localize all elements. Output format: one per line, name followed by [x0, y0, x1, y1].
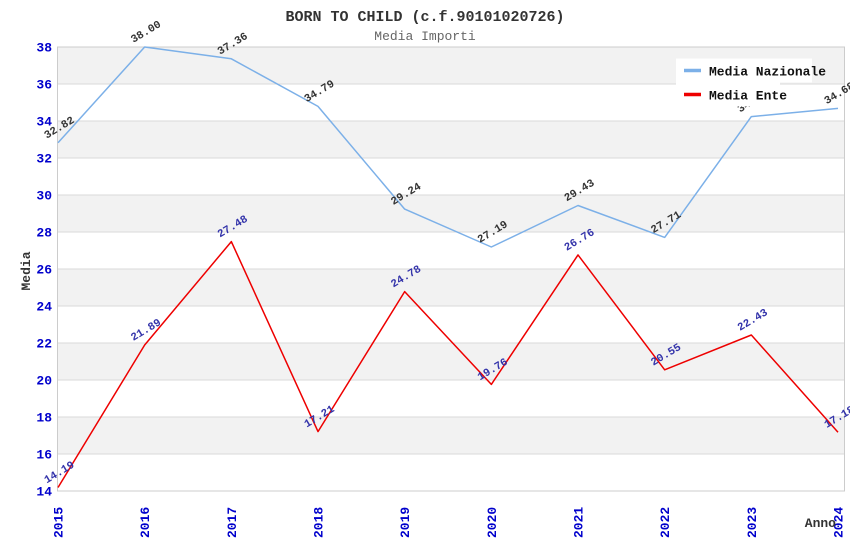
y-tick-label: 22 [36, 337, 52, 352]
background-bands [57, 47, 845, 454]
series-line [57, 240, 839, 488]
legend-label: Media Ente [709, 89, 787, 104]
x-tick-label: 2023 [745, 507, 760, 538]
plot-band [57, 417, 845, 454]
series-line [57, 46, 839, 248]
legend: Media Nazionale Media Ente [676, 58, 826, 107]
plot-band [57, 269, 845, 306]
series-lines [57, 46, 839, 488]
x-tick-label: 2016 [138, 507, 153, 538]
y-tick-label: 18 [36, 411, 52, 426]
y-tick-label: 32 [36, 152, 52, 167]
y-tick-label: 36 [36, 78, 52, 93]
plot-band [57, 121, 845, 158]
chart-title: BORN TO CHILD (c.f.90101020726) [285, 9, 564, 26]
x-tick-label: 2020 [485, 507, 500, 538]
y-tick-label: 34 [36, 115, 52, 130]
x-tick-label: 2017 [225, 507, 240, 538]
y-tick-label: 30 [36, 189, 52, 204]
gridlines [57, 46, 845, 455]
x-axis-ticks: 2015 2016 2017 2018 2019 2020 2021 2022 2023 2024 [52, 507, 847, 538]
x-tick-label: 2024 [832, 507, 847, 538]
plot-band [57, 343, 845, 380]
legend-label: Media Nazionale [709, 65, 826, 80]
data-point-label: 22.43 [736, 307, 771, 334]
data-point-label: 21.89 [129, 317, 163, 344]
x-axis-label: Anno [805, 516, 836, 531]
y-tick-label: 38 [36, 41, 52, 56]
legend-item-media-ente: Media Ente [676, 82, 787, 107]
plot-band [57, 195, 845, 232]
x-tick-label: 2018 [312, 507, 327, 538]
chart-subtitle: Media Importi [374, 29, 476, 44]
x-tick-label: 2021 [572, 507, 587, 538]
x-tick-label: 2015 [52, 507, 67, 538]
y-tick-label: 14 [36, 485, 52, 500]
legend-item-media-nazionale: Media Nazionale [676, 58, 826, 83]
y-axis-ticks: 14 16 18 20 22 24 26 28 30 32 34 36 38 [36, 41, 52, 500]
data-point-label: 38.00 [129, 19, 163, 46]
x-tick-label: 2019 [398, 507, 413, 538]
plot-border [57, 46, 845, 492]
y-tick-label: 26 [36, 263, 52, 278]
y-tick-label: 20 [36, 374, 52, 389]
y-axis-label: Media [19, 251, 34, 290]
y-tick-label: 28 [36, 226, 52, 241]
x-tick-label: 2022 [658, 507, 673, 538]
y-tick-label: 24 [36, 300, 52, 315]
y-tick-label: 16 [36, 448, 52, 463]
data-point-label: 14.19 [43, 460, 77, 487]
